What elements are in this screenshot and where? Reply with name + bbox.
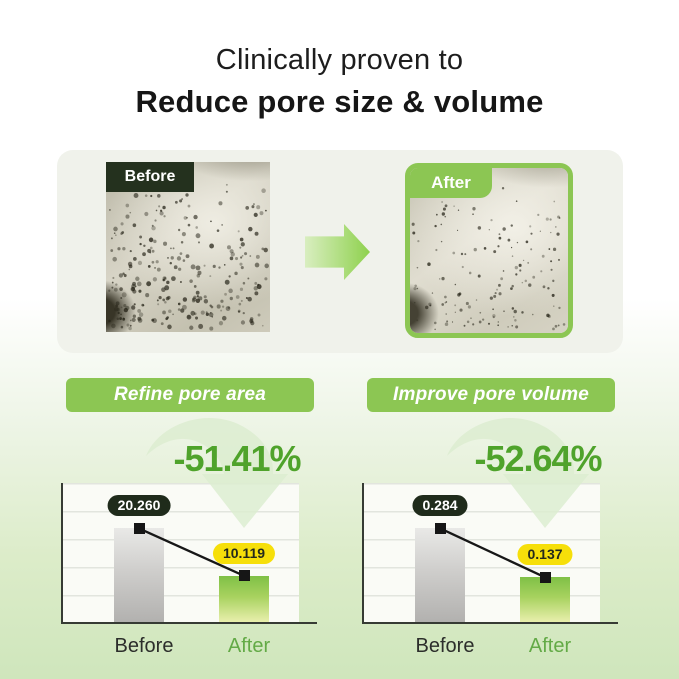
chart-header-pore-area: Refine pore area: [66, 378, 314, 412]
after-bar: [520, 577, 570, 622]
before-value-badge: 0.284: [412, 495, 468, 517]
before-bar: [114, 528, 164, 622]
x-label-after: After: [227, 635, 271, 657]
x-label-before: Before: [415, 635, 475, 657]
before-bar: [415, 528, 465, 622]
bar-chart: 0.284 0.137: [362, 483, 600, 623]
down-arrow-icon: [146, 418, 288, 528]
percent-change-label: -51.41%: [173, 438, 301, 479]
after-value-badge: 0.137: [517, 544, 573, 566]
after-photo-frame: After: [405, 163, 573, 338]
trend-line: [138, 527, 245, 577]
after-tag: After: [410, 168, 492, 198]
percent-change-label: -52.64%: [474, 438, 602, 479]
bar-chart: 20.260 10.119: [61, 483, 299, 623]
after-value-badge: 10.119: [212, 542, 276, 564]
before-photo: Before: [106, 162, 270, 332]
title-line-1: Clinically proven to: [215, 44, 464, 76]
right-arrow-icon: [305, 224, 370, 280]
after-photo: After: [410, 168, 568, 333]
data-point-marker: [238, 570, 250, 582]
x-label-before: Before: [114, 635, 174, 657]
trend-line: [439, 527, 546, 579]
chart-block-pore-area: Refine pore area -51.41% 20.260 10.119 B…: [56, 378, 318, 678]
before-tag: Before: [106, 162, 194, 192]
data-point-marker: [434, 522, 446, 534]
before-value-badge: 20.260: [107, 495, 171, 517]
data-point-marker: [539, 571, 551, 583]
before-after-panel: Before After: [57, 150, 623, 353]
pore-texture: [411, 187, 566, 331]
down-arrow-icon: [447, 418, 589, 528]
chart-block-pore-volume: Improve pore volume -52.64% 0.284 0.137 …: [357, 378, 619, 678]
chart-header-pore-volume: Improve pore volume: [367, 378, 615, 412]
data-point-marker: [133, 522, 145, 534]
x-label-after: After: [528, 635, 572, 657]
pore-texture: [108, 175, 269, 331]
after-bar: [219, 575, 269, 622]
title-line-2: Reduce pore size & volume: [135, 84, 544, 119]
